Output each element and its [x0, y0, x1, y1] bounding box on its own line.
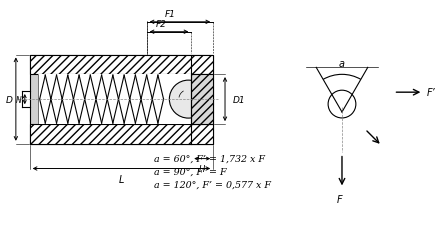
Bar	[30, 55, 213, 75]
Bar	[30, 55, 213, 144]
Text: a: a	[339, 59, 345, 69]
Text: H: H	[199, 164, 205, 173]
Text: a = 60°, F’ = 1,732 x F: a = 60°, F’ = 1,732 x F	[153, 154, 265, 163]
Text: D1: D1	[233, 95, 245, 104]
Bar	[191, 75, 213, 125]
Bar	[37, 75, 191, 125]
Circle shape	[169, 81, 208, 119]
Circle shape	[328, 91, 356, 118]
Text: F2: F2	[156, 20, 167, 29]
Text: D: D	[6, 95, 12, 104]
Text: a = 90°, F’ = F: a = 90°, F’ = F	[153, 167, 226, 176]
Text: F1: F1	[164, 10, 175, 19]
Text: L: L	[119, 175, 124, 185]
Text: F’: F’	[427, 88, 436, 98]
Text: a = 120°, F’ = 0,577 x F: a = 120°, F’ = 0,577 x F	[153, 180, 271, 189]
Text: F: F	[337, 194, 343, 204]
Text: N: N	[16, 95, 22, 104]
Bar	[30, 125, 213, 144]
